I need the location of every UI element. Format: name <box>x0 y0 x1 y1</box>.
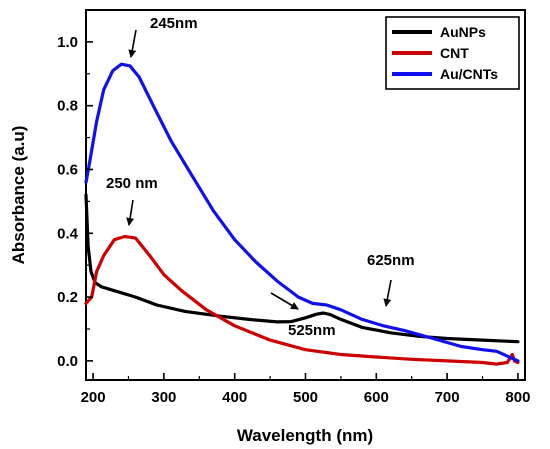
y-tick-label: 0.0 <box>57 353 78 370</box>
series-line-cnt <box>84 234 520 366</box>
legend: AuNPs CNT Au/CNTs <box>385 16 520 90</box>
ticks-layer: 200 300 400 500 600 700 800 0.0 0.2 0.4 0.6 0.8 1.0 <box>57 34 530 406</box>
annotation-245nm: 245nm <box>128 15 198 58</box>
annotation-525nm: 525nm <box>270 292 336 339</box>
y-tick-label: 0.4 <box>57 225 79 242</box>
legend-item-cnt: CNT <box>392 45 469 61</box>
x-tick-label: 500 <box>293 389 318 406</box>
annotation-label: 250 nm <box>106 175 158 192</box>
annotation-label: 625nm <box>367 252 415 269</box>
legend-label: Au/CNTs <box>440 66 498 82</box>
annotation-arrow <box>128 29 137 58</box>
y-tick-label: 1.0 <box>57 34 78 51</box>
y-tick-label: 0.8 <box>57 98 78 115</box>
annotation-625nm: 625nm <box>367 252 415 307</box>
x-tick-label: 200 <box>81 389 106 406</box>
x-tick-label: 600 <box>364 389 389 406</box>
annotation-arrow <box>383 279 392 307</box>
series-line-au-cnts <box>84 62 520 363</box>
y-axis-label: Absorbance (a.u) <box>9 126 28 265</box>
annotation-label: 245nm <box>150 15 198 32</box>
series-line-aunps <box>84 193 520 344</box>
annotation-label: 525nm <box>288 322 336 339</box>
x-axis-label: Wavelength (nm) <box>237 426 373 445</box>
y-tick-label: 0.2 <box>57 289 78 306</box>
x-tick-label: 800 <box>505 389 530 406</box>
x-tick-label: 700 <box>435 389 460 406</box>
annotation-250nm: 250 nm <box>106 175 158 226</box>
annotation-arrow <box>270 292 299 310</box>
x-tick-label: 400 <box>222 389 247 406</box>
legend-item-aunps: AuNPs <box>392 24 486 40</box>
y-tick-label: 0.6 <box>57 161 78 178</box>
x-tick-label: 300 <box>151 389 176 406</box>
legend-item-au-cnts: Au/CNTs <box>392 66 498 82</box>
legend-label: CNT <box>440 45 469 61</box>
series-layer <box>84 62 520 366</box>
legend-label: AuNPs <box>440 24 486 40</box>
annotation-arrow <box>126 199 135 226</box>
